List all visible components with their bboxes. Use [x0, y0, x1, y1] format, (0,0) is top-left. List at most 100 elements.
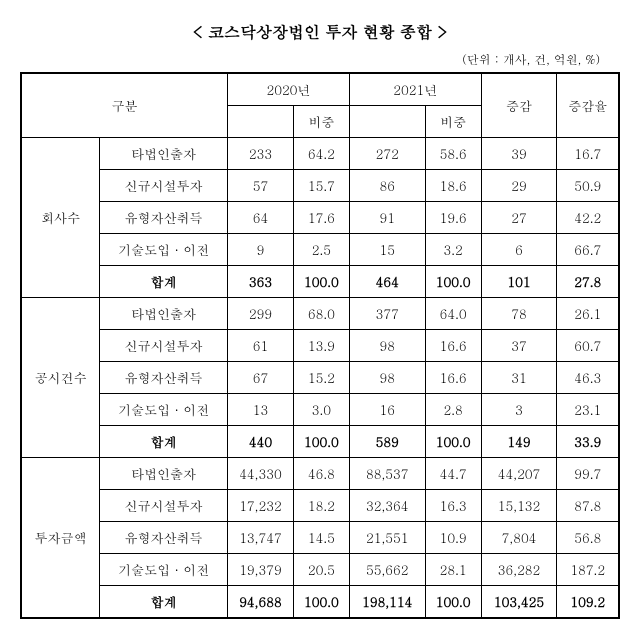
table-cell: 신규시설투자 — [100, 170, 228, 202]
table-cell: 46.8 — [293, 458, 349, 490]
table-cell: 10.9 — [425, 522, 481, 554]
table-cell: 18.6 — [425, 170, 481, 202]
table-cell: 16.7 — [557, 138, 619, 170]
table-cell: 14.5 — [293, 522, 349, 554]
table-cell: 363 — [228, 266, 294, 298]
table-cell: 299 — [228, 298, 294, 330]
table-cell: 신규시설투자 — [100, 490, 228, 522]
table-cell: 99.7 — [557, 458, 619, 490]
table-cell: 42.2 — [557, 202, 619, 234]
table-cell: 100.0 — [425, 586, 481, 619]
table-cell: 57 — [228, 170, 294, 202]
table-row: 투자금액타법인출자44,33046.888,53744.744,20799.7 — [21, 458, 619, 490]
table-cell: 신규시설투자 — [100, 330, 228, 362]
table-cell: 13.9 — [293, 330, 349, 362]
table-cell: 26.1 — [557, 298, 619, 330]
unit-label: (단위 : 개사, 건, 억원, %) — [20, 51, 620, 68]
table-row: 신규시설투자5715.78618.62950.9 — [21, 170, 619, 202]
table-cell: 198,114 — [349, 586, 425, 619]
table-cell: 39 — [481, 138, 557, 170]
table-row: 신규시설투자17,23218.232,36416.315,13287.8 — [21, 490, 619, 522]
header-2020: 2020년 — [228, 73, 350, 106]
table-cell: 9 — [228, 234, 294, 266]
table-cell: 187.2 — [557, 554, 619, 586]
table-cell: 64.0 — [425, 298, 481, 330]
table-total-row: 합계363100.0464100.010127.8 — [21, 266, 619, 298]
table-cell: 15 — [349, 234, 425, 266]
table-cell: 101 — [481, 266, 557, 298]
table-cell: 233 — [228, 138, 294, 170]
table-total-row: 합계440100.0589100.014933.9 — [21, 426, 619, 458]
table-cell: 17,232 — [228, 490, 294, 522]
table-cell: 21,551 — [349, 522, 425, 554]
table-row: 유형자산취득6417.69119.62742.2 — [21, 202, 619, 234]
table-row: 신규시설투자6113.99816.63760.7 — [21, 330, 619, 362]
table-row: 공시건수타법인출자29968.037764.07826.1 — [21, 298, 619, 330]
table-cell: 33.9 — [557, 426, 619, 458]
table-cell: 37 — [481, 330, 557, 362]
group-label: 회사수 — [21, 138, 100, 298]
table-cell: 유형자산취득 — [100, 362, 228, 394]
table-cell: 3.0 — [293, 394, 349, 426]
table-cell: 87.8 — [557, 490, 619, 522]
header-change: 증감 — [481, 73, 557, 138]
table-cell: 149 — [481, 426, 557, 458]
table-cell: 377 — [349, 298, 425, 330]
table-cell: 기술도입 · 이전 — [100, 554, 228, 586]
table-cell: 60.7 — [557, 330, 619, 362]
header-ratio-2020: 비중 — [293, 106, 349, 138]
table-cell: 13 — [228, 394, 294, 426]
table-cell: 64 — [228, 202, 294, 234]
table-cell: 16.6 — [425, 330, 481, 362]
table-cell: 유형자산취득 — [100, 522, 228, 554]
table-cell: 440 — [228, 426, 294, 458]
header-2021: 2021년 — [349, 73, 481, 106]
header-blank-2021 — [349, 106, 425, 138]
table-cell: 합계 — [100, 586, 228, 619]
table-cell: 98 — [349, 362, 425, 394]
table-cell: 64.2 — [293, 138, 349, 170]
table-cell: 67 — [228, 362, 294, 394]
header-category: 구분 — [21, 73, 228, 138]
header-change-rate: 증감율 — [557, 73, 619, 138]
table-cell: 66.7 — [557, 234, 619, 266]
table-cell: 103,425 — [481, 586, 557, 619]
table-cell: 61 — [228, 330, 294, 362]
table-cell: 합계 — [100, 426, 228, 458]
table-cell: 36,282 — [481, 554, 557, 586]
table-row: 유형자산취득13,74714.521,55110.97,80456.8 — [21, 522, 619, 554]
header-ratio-2021: 비중 — [425, 106, 481, 138]
table-cell: 유형자산취득 — [100, 202, 228, 234]
table-cell: 100.0 — [293, 586, 349, 619]
table-cell: 3 — [481, 394, 557, 426]
table-cell: 2.5 — [293, 234, 349, 266]
table-cell: 3.2 — [425, 234, 481, 266]
table-cell: 44,207 — [481, 458, 557, 490]
table-row: 기술도입 · 이전92.5153.2666.7 — [21, 234, 619, 266]
table-cell: 타법인출자 — [100, 138, 228, 170]
table-cell: 31 — [481, 362, 557, 394]
table-cell: 15.2 — [293, 362, 349, 394]
table-cell: 16.6 — [425, 362, 481, 394]
table-cell: 94,688 — [228, 586, 294, 619]
table-cell: 58.6 — [425, 138, 481, 170]
table-cell: 50.9 — [557, 170, 619, 202]
group-label: 투자금액 — [21, 458, 100, 619]
table-cell: 109.2 — [557, 586, 619, 619]
table-cell: 7,804 — [481, 522, 557, 554]
table-row: 유형자산취득6715.29816.63146.3 — [21, 362, 619, 394]
table-cell: 16.3 — [425, 490, 481, 522]
table-cell: 타법인출자 — [100, 458, 228, 490]
table-cell: 기술도입 · 이전 — [100, 394, 228, 426]
table-cell: 464 — [349, 266, 425, 298]
table-cell: 78 — [481, 298, 557, 330]
table-cell: 20.5 — [293, 554, 349, 586]
table-cell: 44,330 — [228, 458, 294, 490]
table-cell: 55,662 — [349, 554, 425, 586]
investment-table: 구분 2020년 2021년 증감 증감율 비중 비중 회사수타법인출자2336… — [20, 72, 620, 619]
table-cell: 23.1 — [557, 394, 619, 426]
table-cell: 27 — [481, 202, 557, 234]
table-cell: 2.8 — [425, 394, 481, 426]
table-cell: 타법인출자 — [100, 298, 228, 330]
table-cell: 28.1 — [425, 554, 481, 586]
